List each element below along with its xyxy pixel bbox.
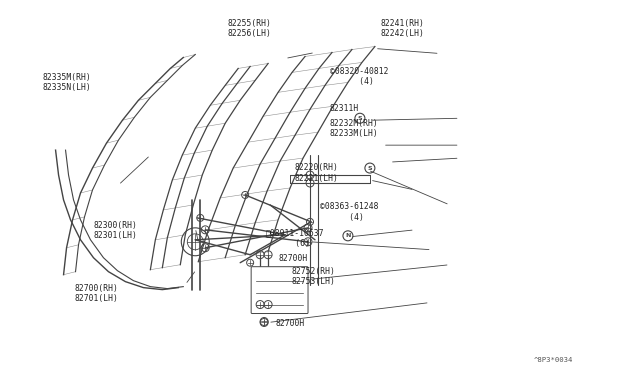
FancyBboxPatch shape	[290, 175, 370, 183]
Text: 82700H: 82700H	[275, 319, 305, 328]
Text: 82311H: 82311H	[330, 104, 359, 113]
Text: ©08320-40812
      (4): ©08320-40812 (4)	[330, 67, 388, 86]
Text: S: S	[358, 116, 362, 121]
Text: ^8P3*0034: ^8P3*0034	[534, 357, 573, 363]
FancyBboxPatch shape	[251, 267, 308, 314]
Text: 82255(RH)
82256(LH): 82255(RH) 82256(LH)	[227, 19, 271, 38]
Text: 82300(RH)
82301(LH): 82300(RH) 82301(LH)	[93, 221, 137, 240]
Text: S: S	[367, 166, 372, 171]
Text: 82752(RH)
82753(LH): 82752(RH) 82753(LH)	[291, 267, 335, 286]
Text: ©08363-61248
      (4): ©08363-61248 (4)	[320, 202, 378, 222]
Text: ⓝ08911-10637
      (6): ⓝ08911-10637 (6)	[266, 228, 324, 248]
Text: 82700(RH)
82701(LH): 82700(RH) 82701(LH)	[74, 284, 118, 303]
Text: 82232M(RH)
82233M(LH): 82232M(RH) 82233M(LH)	[330, 119, 378, 138]
Text: 82220(RH)
82221(LH): 82220(RH) 82221(LH)	[294, 163, 339, 183]
Text: N: N	[345, 233, 351, 238]
Text: 82700H: 82700H	[278, 254, 308, 263]
Text: 82335M(RH)
82335N(LH): 82335M(RH) 82335N(LH)	[42, 73, 91, 92]
Text: 82241(RH)
82242(LH): 82241(RH) 82242(LH)	[381, 19, 424, 38]
